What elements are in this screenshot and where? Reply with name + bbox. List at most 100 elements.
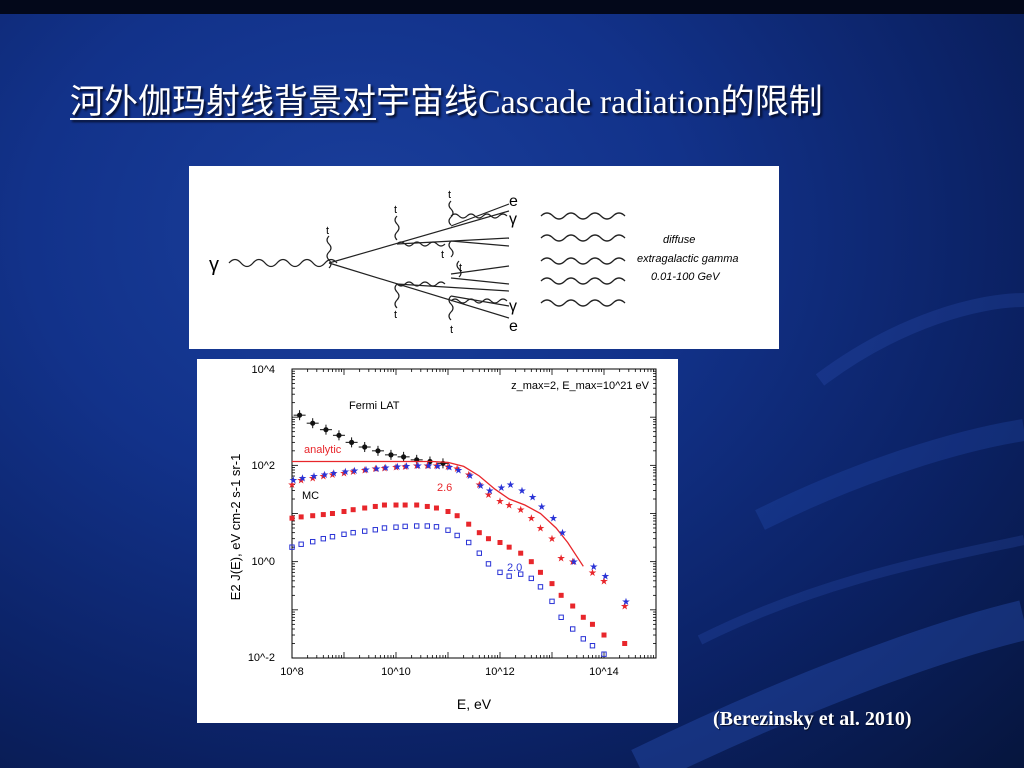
- mc-20-star: ★: [350, 466, 359, 477]
- cascade-diagram: γ t t t t t t t e: [189, 166, 779, 349]
- mc-20-star: ★: [537, 502, 546, 513]
- top-dark-band: [0, 0, 1024, 14]
- mc-26-square: [476, 530, 482, 536]
- mc-20-square: [549, 598, 555, 605]
- mc-26-star: ★: [297, 475, 306, 486]
- mc-26-star: ★: [432, 461, 441, 472]
- mc-26-star: ★: [496, 497, 505, 508]
- mc-26-star: ★: [392, 463, 401, 474]
- mc-20-square: [350, 529, 356, 536]
- mc-26-star: ★: [380, 464, 389, 475]
- mc-20-square: [528, 575, 535, 582]
- mc-26-square: [289, 515, 295, 521]
- mc-20-square: [454, 532, 460, 539]
- mc-20-star: ★: [549, 514, 558, 525]
- ebl-waves: [540, 212, 626, 307]
- vertex-wiggle-4: [448, 240, 454, 258]
- mc-26-square: [601, 632, 607, 638]
- mc-20-square: [476, 550, 483, 556]
- mc-20-square: [558, 614, 564, 620]
- mc-20-square: [393, 524, 399, 530]
- vertex-label-7: t: [450, 324, 453, 336]
- mc-20-star: ★: [329, 468, 338, 479]
- photon-label-bottom: γ: [509, 298, 517, 315]
- mc-20-star: ★: [381, 463, 390, 474]
- mc-26-square: [518, 550, 524, 556]
- vertex-wiggle-3: [448, 200, 454, 226]
- vertex-wiggle-5: [456, 260, 462, 278]
- vertex-wiggle-6: [394, 283, 400, 309]
- mc-26-star: ★: [360, 466, 369, 477]
- fermi-point: [375, 448, 381, 454]
- fermi-point: [336, 432, 342, 438]
- mc-26-square: [298, 514, 304, 520]
- mc-26-square: [350, 507, 356, 513]
- mc-26-star: ★: [557, 553, 566, 564]
- mc-20-square: [517, 571, 524, 577]
- mc-26-square: [570, 603, 576, 609]
- mc-20-square: [589, 643, 596, 649]
- mc-26-square: [402, 502, 408, 508]
- mc-20-star: ★: [466, 471, 475, 482]
- mc-20-star: ★: [393, 462, 402, 473]
- mc-26-star: ★: [412, 461, 421, 472]
- mc-26-star: ★: [288, 480, 297, 491]
- cascade-diagram-svg: γ t t t t t t t e: [209, 189, 739, 336]
- mc-20-star: ★: [570, 557, 579, 568]
- mc-26-star: ★: [453, 464, 462, 475]
- mc-26-square: [320, 512, 326, 518]
- axis-ticks: [291, 369, 656, 659]
- mc-26-square: [433, 505, 439, 511]
- mc-26-square: [622, 641, 628, 647]
- mc-20-square: [320, 535, 327, 542]
- label-fermi-lat: Fermi LAT: [349, 400, 400, 412]
- mc-26-star: ★: [444, 462, 453, 473]
- data-marks: ★ ★ ★ ★ ★ ★ ★ ★ ★ ★ ★ ★ ★ ★ ★ ★ ★★★★★ ★ ★★★★★ ★★★★★ ★ ★ ★ ★ ★ ★ ★ ★…: [288, 410, 631, 657]
- annotation-zmax: z_max=2, E_max=10^21 eV: [511, 380, 650, 392]
- label-gamma-2-0: 2.0: [507, 562, 522, 574]
- mc-26-star: ★: [308, 473, 317, 484]
- mc-26-star: ★: [527, 514, 536, 525]
- mc-20-star: ★: [497, 483, 506, 494]
- ytick-10-4: 10^4: [251, 364, 275, 376]
- xtick-10-10: 10^10: [381, 666, 411, 678]
- mc-26-star: ★: [548, 534, 557, 545]
- mc-26-star: ★: [536, 523, 545, 534]
- mc-20-star: ★: [558, 528, 567, 539]
- fermi-point: [323, 427, 329, 433]
- incoming-photon-wave: [228, 258, 338, 268]
- mc-20-square: [372, 527, 379, 533]
- mc-20-star: ★: [506, 480, 515, 491]
- mc-26-star: ★: [600, 576, 609, 587]
- mc-26-square: [580, 614, 586, 620]
- mc-26-square: [381, 502, 387, 508]
- mc-20-star: ★: [320, 470, 329, 481]
- mc-26-star: ★: [588, 568, 597, 579]
- mc-26-square: [528, 559, 534, 565]
- mc-20-square: [329, 533, 336, 540]
- vertex-label-4: t: [441, 249, 444, 261]
- slide-title-underlined: 河外伽玛射线背景对: [70, 84, 376, 121]
- mc-20-square: [569, 626, 576, 632]
- mc-26-square: [558, 592, 564, 598]
- mc-20-square: [424, 523, 431, 529]
- mc-26-square: [445, 509, 451, 515]
- mc-20-square: [485, 561, 492, 567]
- mc-26-star: ★: [401, 462, 410, 473]
- mc-20-star: ★: [298, 473, 307, 484]
- mc-26-star: ★: [620, 602, 629, 613]
- mc-26-square: [497, 539, 503, 545]
- mc-20-star: ★: [424, 461, 433, 472]
- mc-26-star: ★: [423, 461, 432, 472]
- mc-20-star: ★: [476, 481, 485, 492]
- mc-20-square: [361, 528, 368, 534]
- fermi-point: [400, 454, 407, 460]
- mc-26-star: ★: [340, 468, 349, 479]
- label-gamma-2-6: 2.6: [437, 482, 452, 494]
- mc-26-square: [485, 536, 491, 542]
- mc-26-star: ★: [464, 470, 473, 481]
- label-analytic: analytic: [304, 444, 342, 456]
- mc-26-square: [549, 581, 555, 587]
- xtick-10-8: 10^8: [280, 666, 304, 678]
- vertex-label-3: t: [448, 189, 451, 201]
